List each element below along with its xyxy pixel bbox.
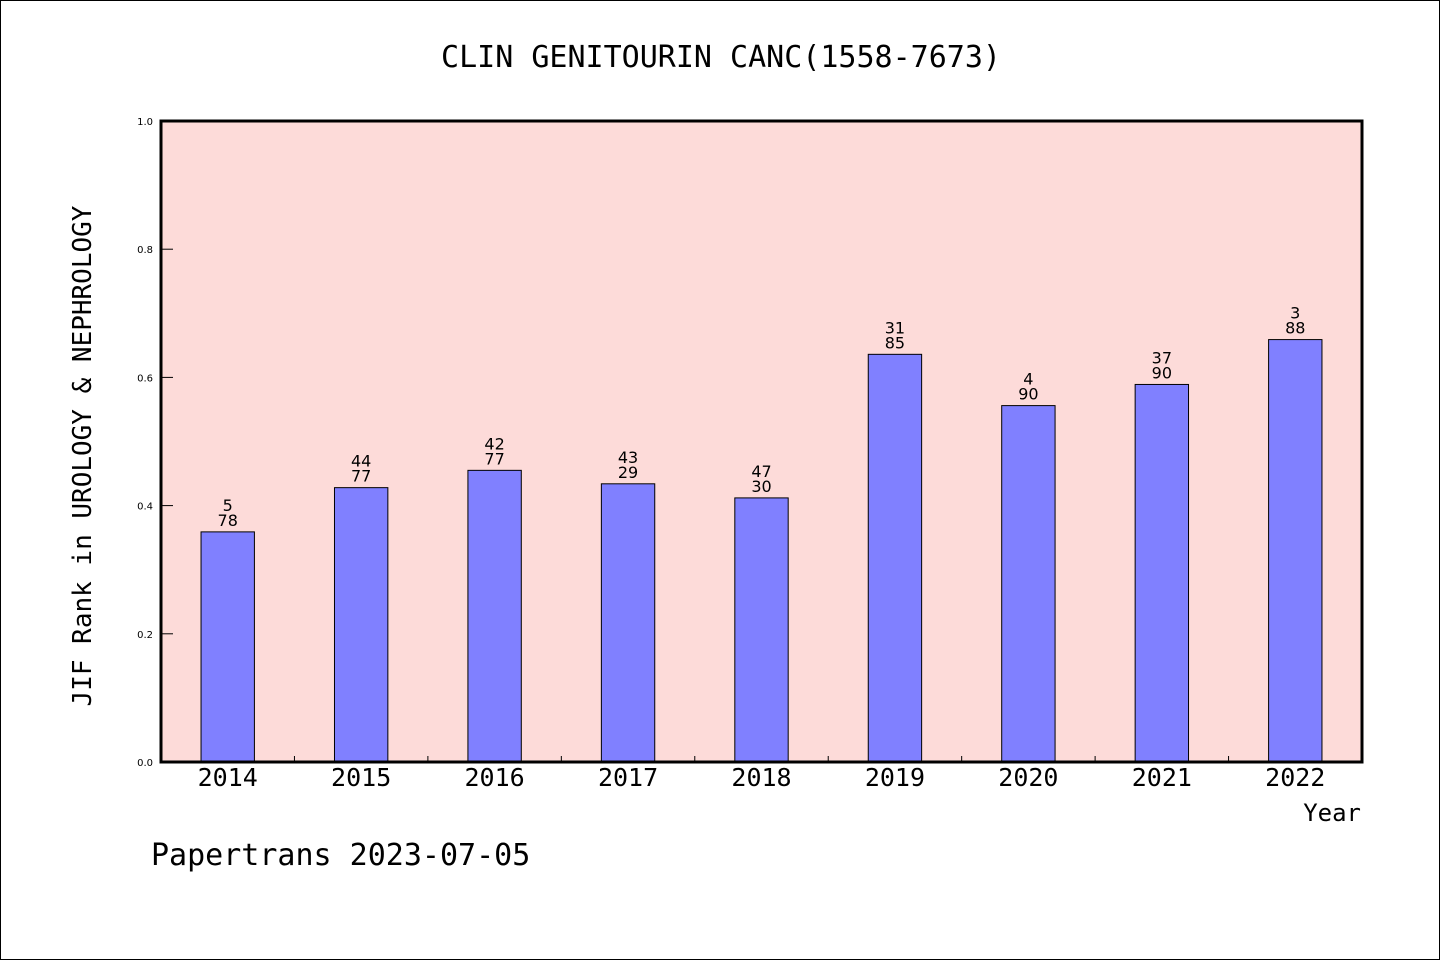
x-tick-label-2015: 2015 — [331, 763, 391, 792]
data-label-bottom-2022: 88 — [1285, 319, 1305, 338]
y-tick-label-0.8: 0.8 — [137, 245, 153, 256]
y-tick-label-0.2: 0.2 — [137, 630, 153, 641]
data-label-bottom-2015: 77 — [351, 467, 371, 486]
data-label-bottom-2018: 30 — [751, 477, 771, 496]
data-label-top-2022: 3 — [1290, 304, 1300, 323]
bar-2021 — [1134, 383, 1190, 763]
x-tick-label-2020: 2020 — [998, 763, 1058, 792]
data-label-top-2016: 42 — [484, 434, 504, 453]
y-tick-label-0.6: 0.6 — [137, 373, 153, 384]
data-label-top-2014: 5 — [223, 496, 233, 515]
x-tick-label-2014: 2014 — [198, 763, 258, 792]
data-label-top-2015: 44 — [351, 452, 371, 471]
data-label-bottom-2019: 85 — [885, 333, 905, 352]
bar-2022 — [1268, 339, 1323, 763]
y-axis-label: JIF Rank in UROLOGY & NEPHROLOGY — [68, 205, 98, 706]
x-axis-label: Year — [1303, 799, 1361, 827]
bar-2018 — [734, 497, 789, 763]
bar-2019 — [867, 353, 923, 763]
x-tick-label-2017: 2017 — [598, 763, 658, 792]
chart-title: CLIN GENITOURIN CANC(1558-7673) — [441, 40, 1001, 75]
bar-2016 — [467, 469, 522, 763]
data-label-top-2018: 47 — [751, 462, 771, 481]
data-label-top-2017: 43 — [618, 448, 638, 467]
x-tick-label-2016: 2016 — [465, 763, 525, 792]
data-label-bottom-2014: 78 — [218, 511, 238, 530]
bars-group — [200, 339, 1323, 763]
data-label-top-2020: 4 — [1023, 370, 1033, 389]
data-label-bottom-2016: 77 — [484, 449, 504, 468]
bar-2015 — [333, 487, 389, 763]
watermark-text: Papertrans 2023-07-05 — [151, 838, 530, 873]
x-tick-label-2019: 2019 — [865, 763, 925, 792]
x-tick-label-2018: 2018 — [731, 763, 791, 792]
data-label-bottom-2017: 29 — [618, 463, 638, 482]
bar-2020 — [1001, 405, 1056, 763]
data-label-bottom-2021: 90 — [1152, 363, 1172, 382]
data-label-top-2021: 37 — [1152, 348, 1172, 367]
data-label-top-2019: 31 — [885, 318, 905, 337]
y-tick-label-1.0: 1.0 — [137, 117, 153, 128]
x-tick-label-2021: 2021 — [1132, 763, 1192, 792]
x-tick-label-2022: 2022 — [1265, 763, 1325, 792]
data-label-bottom-2020: 90 — [1018, 385, 1038, 404]
bar-2014 — [200, 531, 255, 763]
bar-2017 — [600, 483, 656, 763]
y-tick-label-0.0: 0.0 — [137, 758, 153, 769]
y-tick-label-0.4: 0.4 — [137, 502, 153, 513]
x-axis-ticks: 2014 2015 2016 2017 2018 2019 2020 2021 2022 — [198, 756, 1325, 792]
plot-frame — [159, 119, 1364, 764]
